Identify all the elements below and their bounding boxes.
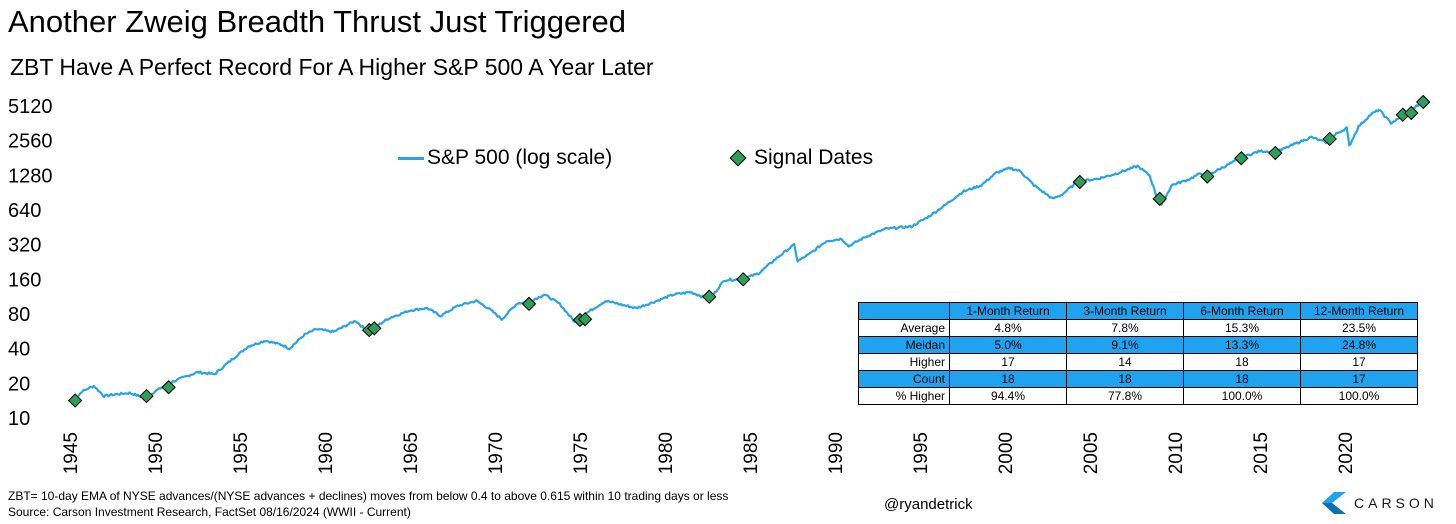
y-axis: 10 20 40 80 160 320 640 1280 2560 5120 [8,96,53,430]
table-row-label: Higher [858,353,950,371]
table-header-cell [858,302,950,320]
twitter-handle: @ryandetrick [884,496,973,513]
table-cell: 23.5% [1300,319,1418,337]
table-cell: 17 [1300,353,1418,371]
table-row-label: % Higher [858,387,950,405]
x-tick-label: 1995 [911,432,932,474]
signal-marker [701,289,717,304]
y-tick-label: 80 [8,304,30,326]
signal-marker [1268,145,1283,161]
legend-line-swatch [398,156,424,160]
carson-logo: CARSON [1322,492,1438,514]
table-row-label: Meidan [858,336,950,354]
signal-marker [67,393,83,408]
footnote: ZBT= 10-day EMA of NYSE advances/(NYSE a… [8,489,729,503]
returns-table: 1-Month Return 3-Month Return 6-Month Re… [858,302,1418,405]
table-cell: 24.8% [1300,336,1418,354]
table-cell: 9.1% [1066,336,1184,354]
x-tick-label: 1965 [401,432,422,474]
y-tick-label: 5120 [8,96,53,118]
source-note: Source: Carson Investment Research, Fact… [8,505,411,519]
table-cell: 15.3% [1183,319,1301,337]
table-cell: 94.4% [949,387,1067,405]
signal-marker [735,272,751,287]
table-row: % Higher 94.4% 77.8% 100.0% 100.0% [858,387,1418,405]
table-header-cell: 3-Month Return [1066,302,1184,320]
y-tick-label: 320 [8,235,41,257]
x-axis: 1945 1950 1955 1960 1965 1970 1975 1980 1985 1990… [61,432,1357,474]
table-cell: 13.3% [1183,336,1301,354]
x-tick-label: 2010 [1166,432,1187,474]
table-cell: 77.8% [1066,387,1184,405]
legend-signals-label: Signal Dates [754,146,874,169]
y-tick-label: 1280 [8,165,53,187]
legend-signals: Signal Dates [729,146,874,170]
legend-diamond-icon [729,149,747,167]
x-tick-label: 1945 [61,432,82,474]
signal-marker [1322,131,1337,147]
x-tick-label: 1985 [741,432,762,474]
carson-logo-icon [1322,492,1346,514]
table-cell: 17 [949,353,1067,371]
table-row-label: Count [858,370,950,388]
x-tick-label: 1955 [231,432,252,474]
y-tick-label: 2560 [8,131,53,153]
y-tick-label: 160 [8,269,41,291]
x-tick-label: 2015 [1251,432,1272,474]
x-tick-label: 2005 [1081,432,1102,474]
table-cell: 18 [949,370,1067,388]
table-cell: 100.0% [1300,387,1418,405]
x-tick-label: 1960 [316,432,337,474]
signal-marker [1200,169,1215,184]
table-header-cell: 1-Month Return [949,302,1067,320]
table-header-cell: 6-Month Return [1183,302,1301,320]
chart-title: Another Zweig Breadth Thrust Just Trigge… [8,4,627,39]
signal-marker [1072,174,1088,190]
legend-sp500: S&P 500 (log scale) [398,146,612,170]
y-tick-label: 40 [8,339,30,361]
x-tick-label: 1970 [486,432,507,474]
signal-marker [1234,151,1249,166]
table-cell: 18 [1183,353,1301,371]
table-cell: 4.8% [949,319,1067,337]
x-tick-label: 1950 [146,432,167,474]
y-tick-label: 10 [8,408,30,430]
x-tick-label: 2020 [1336,432,1357,474]
signal-marker [161,380,176,395]
signal-marker [1415,94,1431,110]
y-tick-label: 640 [8,200,41,222]
table-cell: 17 [1300,370,1418,388]
x-tick-label: 1975 [571,432,592,474]
signal-marker [1404,105,1419,121]
chart-subtitle: ZBT Have A Perfect Record For A Higher S… [10,54,654,80]
legend-sp500-label: S&P 500 (log scale) [427,146,613,169]
table-row: Count 18 18 18 17 [858,370,1418,388]
x-tick-label: 1980 [656,432,677,474]
table-header-cell: 12-Month Return [1300,302,1418,320]
y-tick-label: 20 [8,373,30,395]
table-cell: 18 [1066,370,1184,388]
table-row: Meidan 5.0% 9.1% 13.3% 24.8% [858,336,1418,354]
table-cell: 7.8% [1066,319,1184,337]
signal-marker [139,388,154,404]
x-tick-label: 2000 [996,432,1017,474]
x-tick-label: 1990 [826,432,847,474]
table-cell: 14 [1066,353,1184,371]
table-row-label: Average [858,319,950,337]
signal-marker [1152,191,1167,207]
signal-marker [367,321,382,336]
signal-marker [577,312,593,327]
signal-markers [67,94,1431,408]
table-cell: 100.0% [1183,387,1301,405]
table-row: Higher 17 14 18 17 [858,353,1418,371]
table-cell: 5.0% [949,336,1067,354]
signal-marker [521,296,537,312]
table-header-row: 1-Month Return 3-Month Return 6-Month Re… [858,302,1418,320]
table-row: Average 4.8% 7.8% 15.3% 23.5% [858,319,1418,337]
table-cell: 18 [1183,370,1301,388]
carson-logo-text: CARSON [1354,495,1438,511]
